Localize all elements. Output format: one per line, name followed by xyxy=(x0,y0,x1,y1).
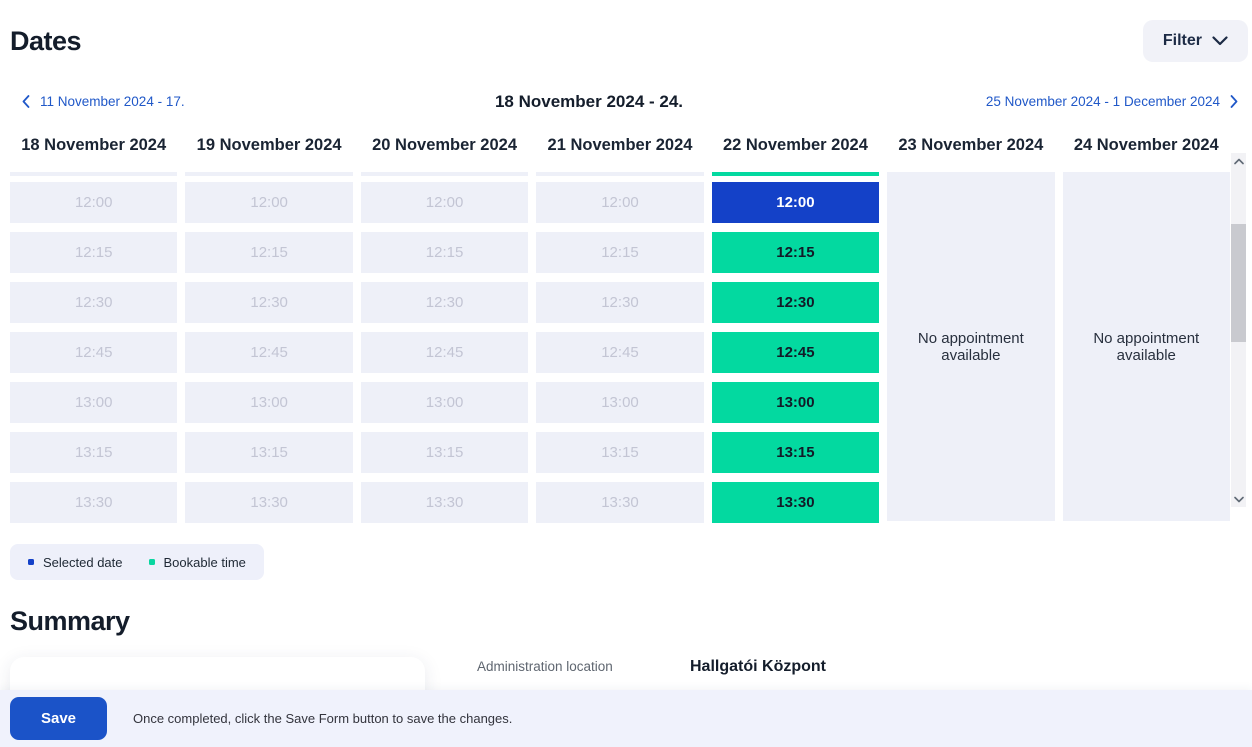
time-slot-bookable[interactable]: 12:30 xyxy=(711,282,880,323)
time-slot-list: 12:00 12:15 12:30 12:45 13:00 13:15 13:30 xyxy=(536,172,704,527)
time-slot-disabled: 12:15 xyxy=(360,232,529,273)
time-slot-disabled: 13:30 xyxy=(536,482,704,523)
time-slot-disabled: 13:00 xyxy=(360,382,529,423)
page-title: Dates xyxy=(10,26,82,56)
next-week-link[interactable]: 25 November 2024 - 1 December 2024 xyxy=(986,94,1238,109)
scroll-up-arrow-icon[interactable] xyxy=(1231,153,1246,169)
time-slot-disabled: 13:00 xyxy=(10,382,178,423)
chevron-down-icon xyxy=(1212,36,1228,46)
partial-slot-sliver xyxy=(711,172,880,176)
time-slot-disabled: 12:15 xyxy=(10,232,178,273)
time-slot-bookable[interactable]: 12:15 xyxy=(711,232,880,273)
time-slot-disabled: 12:00 xyxy=(10,182,178,223)
day-header: 24 November 2024 xyxy=(1073,136,1219,154)
day-column-19-november: 19 November 2024 12:00 12:15 12:30 12:45 13:… xyxy=(185,135,353,527)
summary-field-value: Hallgatói Központ xyxy=(690,658,826,675)
day-header: 20 November 2024 xyxy=(372,136,518,154)
time-slot-list: 12:00 12:15 12:30 12:45 13:00 13:15 13:30 xyxy=(10,172,178,527)
no-appointment-panel: No appointment available xyxy=(1062,172,1230,521)
day-header: 23 November 2024 xyxy=(898,136,1044,154)
time-slot-disabled: 12:45 xyxy=(536,332,704,373)
prev-week-label: 11 November 2024 - 17. xyxy=(40,94,185,109)
time-slot-disabled: 12:45 xyxy=(360,332,529,373)
time-slot-disabled: 12:30 xyxy=(360,282,529,323)
time-slot-disabled: 13:00 xyxy=(536,382,704,423)
filter-button[interactable]: Filter xyxy=(1142,20,1248,62)
time-slot-list: 12:00 12:15 12:30 12:45 13:00 13:15 13:30 xyxy=(360,172,529,527)
scroll-down-arrow-icon[interactable] xyxy=(1231,491,1246,507)
prev-week-link[interactable]: 11 November 2024 - 17. xyxy=(22,94,185,109)
time-slot-disabled: 12:15 xyxy=(536,232,704,273)
time-slot-selected[interactable]: 12:00 xyxy=(711,182,880,223)
legend-bookable-label: Bookable time xyxy=(163,554,246,570)
time-slot-disabled: 13:30 xyxy=(185,482,353,523)
time-slot-disabled: 12:00 xyxy=(185,182,353,223)
time-slot-disabled: 13:15 xyxy=(10,432,178,473)
time-slot-disabled: 13:15 xyxy=(185,432,353,473)
save-button[interactable]: Save xyxy=(10,697,107,740)
legend-item-bookable: Bookable time xyxy=(148,554,246,570)
legend: Selected date Bookable time xyxy=(10,544,264,580)
save-bar-note: Once completed, click the Save Form butt… xyxy=(133,711,513,726)
time-slot-list: 12:00 12:15 12:30 12:45 13:00 13:15 13:30 xyxy=(185,172,353,527)
time-slot-disabled: 12:30 xyxy=(10,282,178,323)
time-slot-disabled: 12:00 xyxy=(536,182,704,223)
scrollbar-track[interactable] xyxy=(1231,169,1246,491)
partial-slot-sliver xyxy=(185,172,353,176)
day-header: 22 November 2024 xyxy=(722,136,868,154)
time-slot-disabled: 12:00 xyxy=(360,182,529,223)
time-slot-disabled: 12:45 xyxy=(185,332,353,373)
filter-button-label: Filter xyxy=(1162,32,1202,49)
day-column-24-november: 24 November 2024 No appointment availabl… xyxy=(1062,135,1230,527)
day-header: 21 November 2024 xyxy=(547,136,693,154)
time-slot-disabled: 12:15 xyxy=(185,232,353,273)
legend-item-selected: Selected date xyxy=(28,555,123,570)
time-slot-bookable[interactable]: 12:45 xyxy=(711,332,880,373)
time-slot-disabled: 13:30 xyxy=(10,482,178,523)
day-column-22-november: 22 November 2024 12:00 12:15 12:30 12:45 13:… xyxy=(711,135,880,527)
summary-field-label: Administration location xyxy=(477,659,613,674)
time-slot-bookable[interactable]: 13:30 xyxy=(711,482,880,523)
day-header: 18 November 2024 xyxy=(21,136,167,154)
scrollbar-thumb[interactable] xyxy=(1231,224,1246,342)
time-slot-disabled: 13:15 xyxy=(360,432,529,473)
chevron-left-icon xyxy=(22,95,30,108)
chevron-right-icon xyxy=(1230,95,1238,108)
time-slot-list: 12:00 12:15 12:30 12:45 13:00 13:15 13:30 xyxy=(711,172,880,527)
time-slot-disabled: 13:00 xyxy=(185,382,353,423)
day-column-23-november: 23 November 2024 No appointment availabl… xyxy=(887,135,1055,527)
week-navigation: 11 November 2024 - 17. 18 November 2024 … xyxy=(0,92,1252,111)
partial-slot-sliver xyxy=(10,172,178,176)
no-appointment-panel: No appointment available xyxy=(887,172,1055,521)
day-header: 19 November 2024 xyxy=(196,136,342,154)
time-slot-disabled: 12:30 xyxy=(536,282,704,323)
day-column-20-november: 20 November 2024 12:00 12:15 12:30 12:45 13:… xyxy=(360,135,529,527)
time-slot-bookable[interactable]: 13:15 xyxy=(711,432,880,473)
day-column-21-november: 21 November 2024 12:00 12:15 12:30 12:45 13:… xyxy=(536,135,704,527)
bookable-time-dot-icon xyxy=(148,559,155,565)
selected-date-dot-icon xyxy=(28,559,34,565)
next-week-label: 25 November 2024 - 1 December 2024 xyxy=(985,94,1220,109)
partial-slot-sliver xyxy=(360,172,529,176)
page-header: Dates Filter xyxy=(0,0,1252,62)
legend-selected-label: Selected date xyxy=(43,554,123,570)
time-slot-disabled: 13:30 xyxy=(360,482,529,523)
day-column-18-november: 18 November 2024 12:00 12:15 12:30 12:45 13:… xyxy=(10,135,178,527)
vertical-scrollbar[interactable] xyxy=(1231,153,1246,507)
time-slot-disabled: 12:30 xyxy=(185,282,353,323)
time-slot-bookable[interactable]: 13:00 xyxy=(711,382,880,423)
time-slot-disabled: 12:45 xyxy=(10,332,178,373)
save-bar: Save Once completed, click the Save Form… xyxy=(0,690,1252,747)
calendar-week-grid: 18 November 2024 12:00 12:15 12:30 12:45 13:… xyxy=(10,135,1246,527)
time-slot-disabled: 13:15 xyxy=(536,432,704,473)
partial-slot-sliver xyxy=(536,172,704,176)
summary-title: Summary xyxy=(10,606,130,636)
